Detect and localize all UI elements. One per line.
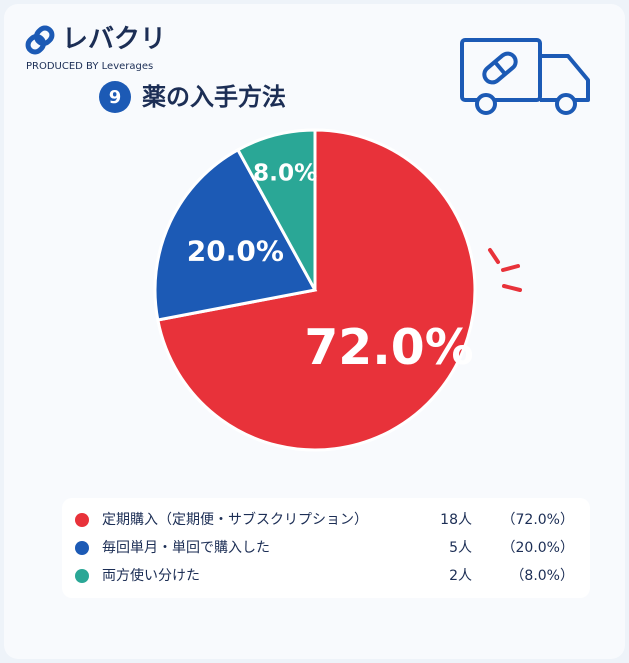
legend-count: 5人 [449, 540, 472, 556]
slice-label: 20.0% [187, 235, 284, 268]
legend-percent: （72.0%） [502, 512, 574, 528]
emphasis-lines [488, 248, 522, 292]
slice-label: 72.0% [304, 319, 473, 376]
legend-swatch [75, 513, 89, 527]
chart-title: 薬の入手方法 [142, 83, 286, 111]
slice-label: 8.0% [253, 159, 317, 186]
legend-label: 毎回単月・単回で購入した [102, 540, 270, 556]
brand-logo [25, 25, 55, 55]
brand-tagline: PRODUCED BY Leverages [26, 61, 153, 72]
truck-icon [460, 38, 590, 115]
legend-swatch [75, 541, 89, 555]
legend-percent: （20.0%） [502, 540, 574, 556]
pie-slice [153, 147, 318, 322]
legend-label: 定期購入（定期便・サブスクリプション） [102, 511, 368, 528]
legend-count: 18人 [440, 512, 472, 528]
number-badge [99, 81, 131, 113]
legend-swatch [75, 569, 89, 583]
legend-percent: （8.0%） [510, 568, 574, 584]
brand-name: レバクリ [62, 25, 166, 55]
pie-slice [235, 128, 317, 291]
legend-count: 2人 [449, 568, 472, 584]
legend-box [62, 498, 590, 598]
legend-label: 両方使い分けた [102, 567, 200, 584]
number: 9 [109, 87, 122, 108]
